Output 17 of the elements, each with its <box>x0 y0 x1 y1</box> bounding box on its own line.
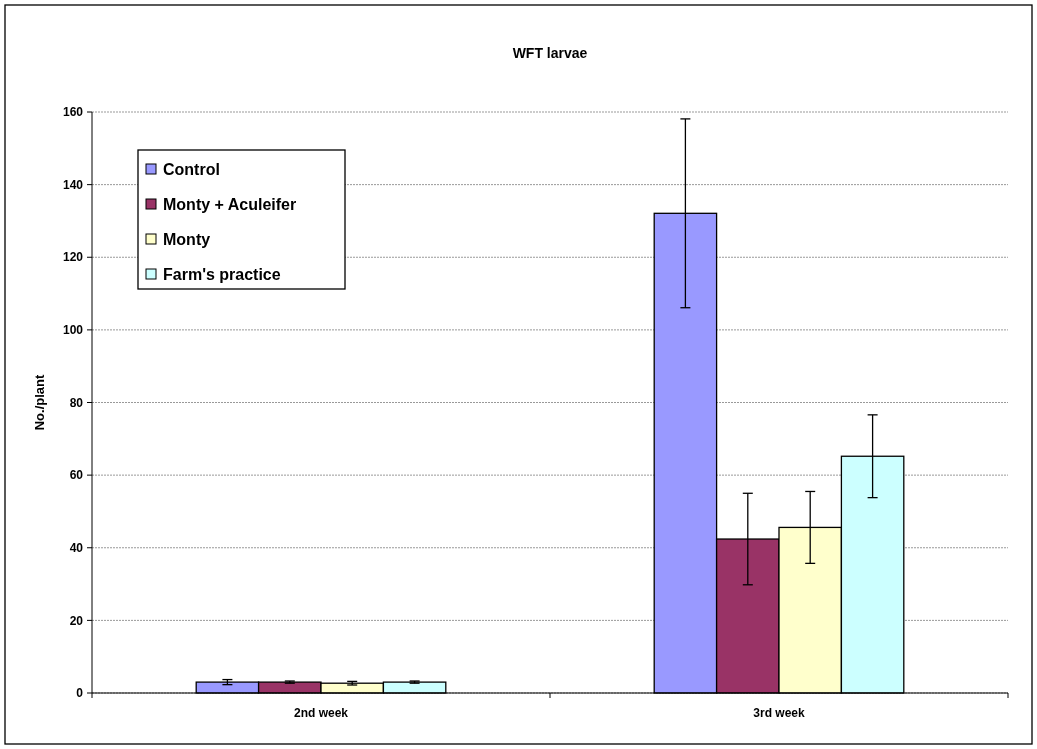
x-tick-label: 3rd week <box>753 706 805 720</box>
y-tick-label: 140 <box>62 177 84 192</box>
y-tick-label: 20 <box>69 613 84 628</box>
y-tick-label: 80 <box>69 395 84 410</box>
y-tick-label: 160 <box>62 105 84 120</box>
y-tick-label: 120 <box>62 250 84 265</box>
y-tick-label: 60 <box>69 468 84 483</box>
x-tick-label: 2nd week <box>293 706 349 720</box>
legend-label: Monty + Aculeifer <box>163 195 297 213</box>
chart-title: WFT larvae <box>512 45 588 61</box>
legend-label: Farm's practice <box>163 265 281 283</box>
legend-label: Monty <box>163 230 211 248</box>
y-tick-label: 40 <box>69 540 84 555</box>
y-tick-label: 0 <box>76 686 84 701</box>
y-axis-title: No./plant <box>32 374 47 431</box>
legend-label: Control <box>163 160 220 178</box>
y-tick-label: 100 <box>62 323 84 338</box>
